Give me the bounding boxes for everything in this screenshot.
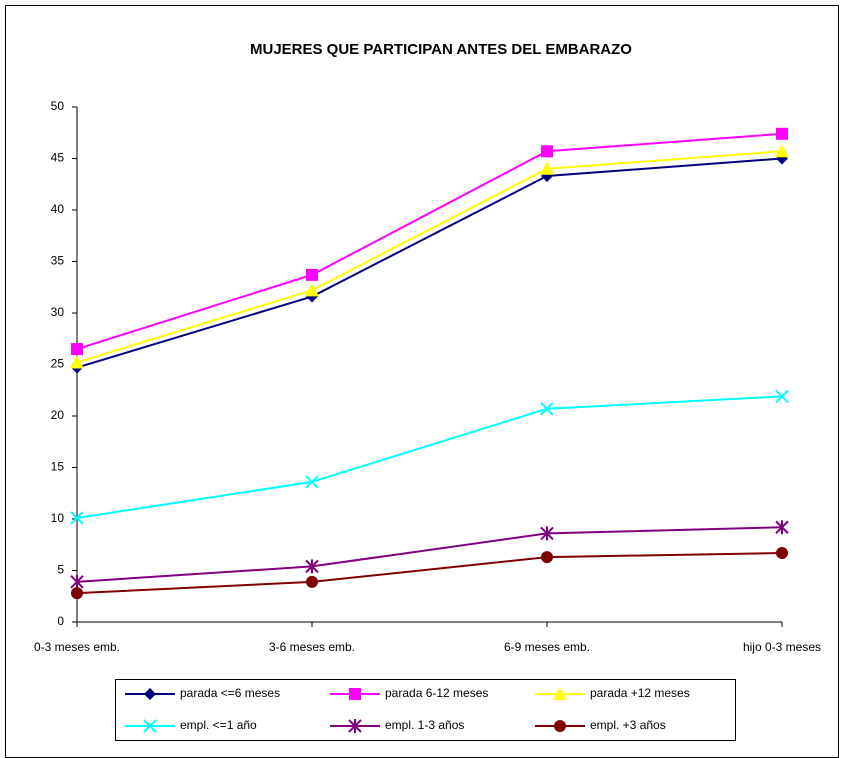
data-point — [70, 355, 84, 369]
data-point — [541, 145, 553, 158]
data-point — [71, 343, 83, 356]
series-line — [76, 551, 783, 595]
x-tick-label: 3-6 meses emb. — [269, 640, 355, 654]
y-tick-label: 20 — [51, 408, 65, 422]
data-point — [540, 402, 554, 416]
legend-label: empl. <=1 año — [180, 718, 257, 732]
y-tick-label: 30 — [51, 305, 65, 319]
y-tick-label: 0 — [57, 614, 64, 628]
legend-marker — [554, 720, 566, 732]
legend-label: parada 6-12 meses — [385, 686, 488, 700]
data-point — [305, 559, 319, 574]
data-point — [540, 526, 554, 541]
legend-box — [115, 679, 736, 741]
data-point — [306, 575, 318, 588]
data-point — [541, 551, 553, 564]
y-tick-label: 5 — [57, 563, 64, 577]
y-tick-label: 35 — [51, 254, 65, 268]
data-point — [775, 144, 789, 158]
legend-label: empl. +3 años — [590, 718, 666, 732]
data-point — [776, 127, 788, 140]
y-tick-label: 15 — [51, 460, 65, 474]
data-point — [775, 389, 789, 404]
chart-frame — [5, 5, 839, 758]
data-point — [540, 161, 554, 175]
legend-label: parada +12 meses — [590, 686, 690, 700]
legend-marker — [349, 688, 361, 700]
y-tick-label: 45 — [51, 151, 65, 165]
x-tick-label: hijo 0-3 meses — [743, 640, 821, 654]
chart-title: MUJERES QUE PARTICIPAN ANTES DEL EMBARAZ… — [250, 41, 632, 58]
data-point — [306, 268, 318, 281]
legend-marker — [553, 687, 567, 700]
legend-marker — [144, 688, 156, 700]
x-tick-label: 6-9 meses emb. — [504, 640, 590, 654]
series-line — [76, 395, 783, 519]
data-point — [775, 520, 789, 535]
legend-label: parada <=6 meses — [180, 686, 280, 700]
legend-label: empl. 1-3 años — [385, 718, 464, 732]
data-point — [776, 546, 788, 559]
data-point — [71, 587, 83, 600]
y-tick-label: 25 — [51, 357, 65, 371]
series-line — [76, 526, 783, 583]
legend-marker — [348, 719, 362, 733]
x-tick-label: 0-3 meses emb. — [34, 640, 120, 654]
data-point — [70, 574, 84, 589]
series-line — [76, 157, 783, 369]
y-tick-label: 50 — [51, 99, 65, 113]
series-line — [76, 132, 783, 351]
y-tick-label: 10 — [51, 511, 65, 525]
data-point — [70, 511, 84, 525]
data-point — [305, 283, 319, 297]
legend-marker — [143, 719, 157, 733]
y-tick-label: 40 — [51, 202, 65, 216]
series-line — [76, 150, 783, 364]
data-point — [305, 475, 319, 489]
